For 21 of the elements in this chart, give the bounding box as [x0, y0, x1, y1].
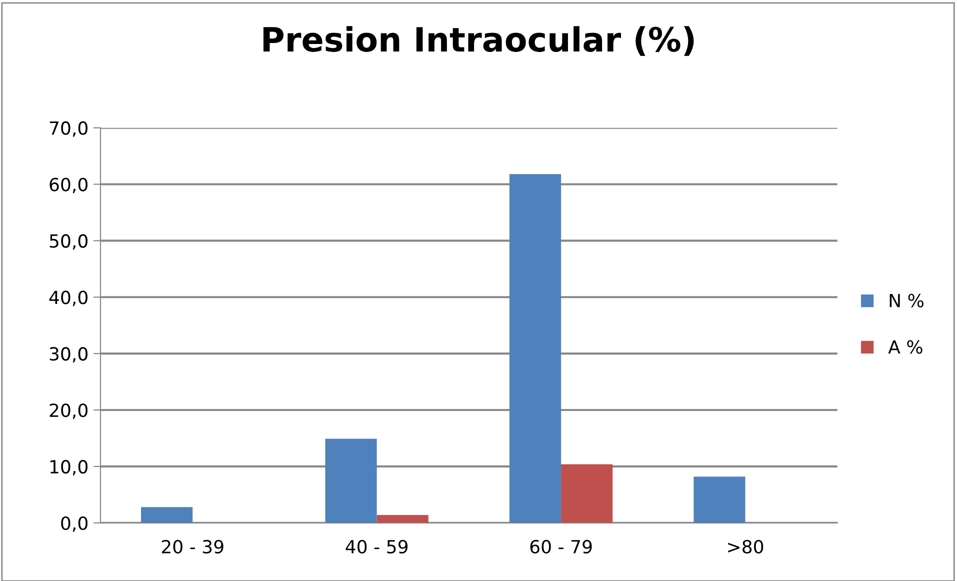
- legend-label: N %: [890, 294, 924, 308]
- x-tick-label: >80: [728, 540, 764, 554]
- bar: [141, 507, 193, 523]
- x-tick-label: 40 - 59: [346, 540, 408, 554]
- bar: [325, 438, 377, 523]
- y-tick-label: 50,0: [50, 234, 88, 250]
- y-tick-label: 30,0: [50, 347, 88, 363]
- bar: [694, 476, 746, 523]
- y-tick-label: 40,0: [49, 290, 88, 306]
- x-tick-label: 60 - 79: [530, 540, 592, 554]
- y-tick-label: 70,0: [50, 121, 88, 137]
- x-tick-label: 20 - 39: [162, 540, 224, 554]
- y-tick-label: 60,0: [50, 178, 88, 194]
- bar: [509, 174, 562, 523]
- bar: [561, 464, 613, 523]
- chart-title: Presion Intraocular (%): [263, 26, 694, 56]
- y-tick-label: 10,0: [50, 460, 88, 476]
- legend-label: A %: [888, 340, 922, 354]
- y-tick-label: 20,0: [50, 403, 88, 419]
- bar: [376, 515, 428, 523]
- y-tick-label: 0,0: [61, 516, 88, 532]
